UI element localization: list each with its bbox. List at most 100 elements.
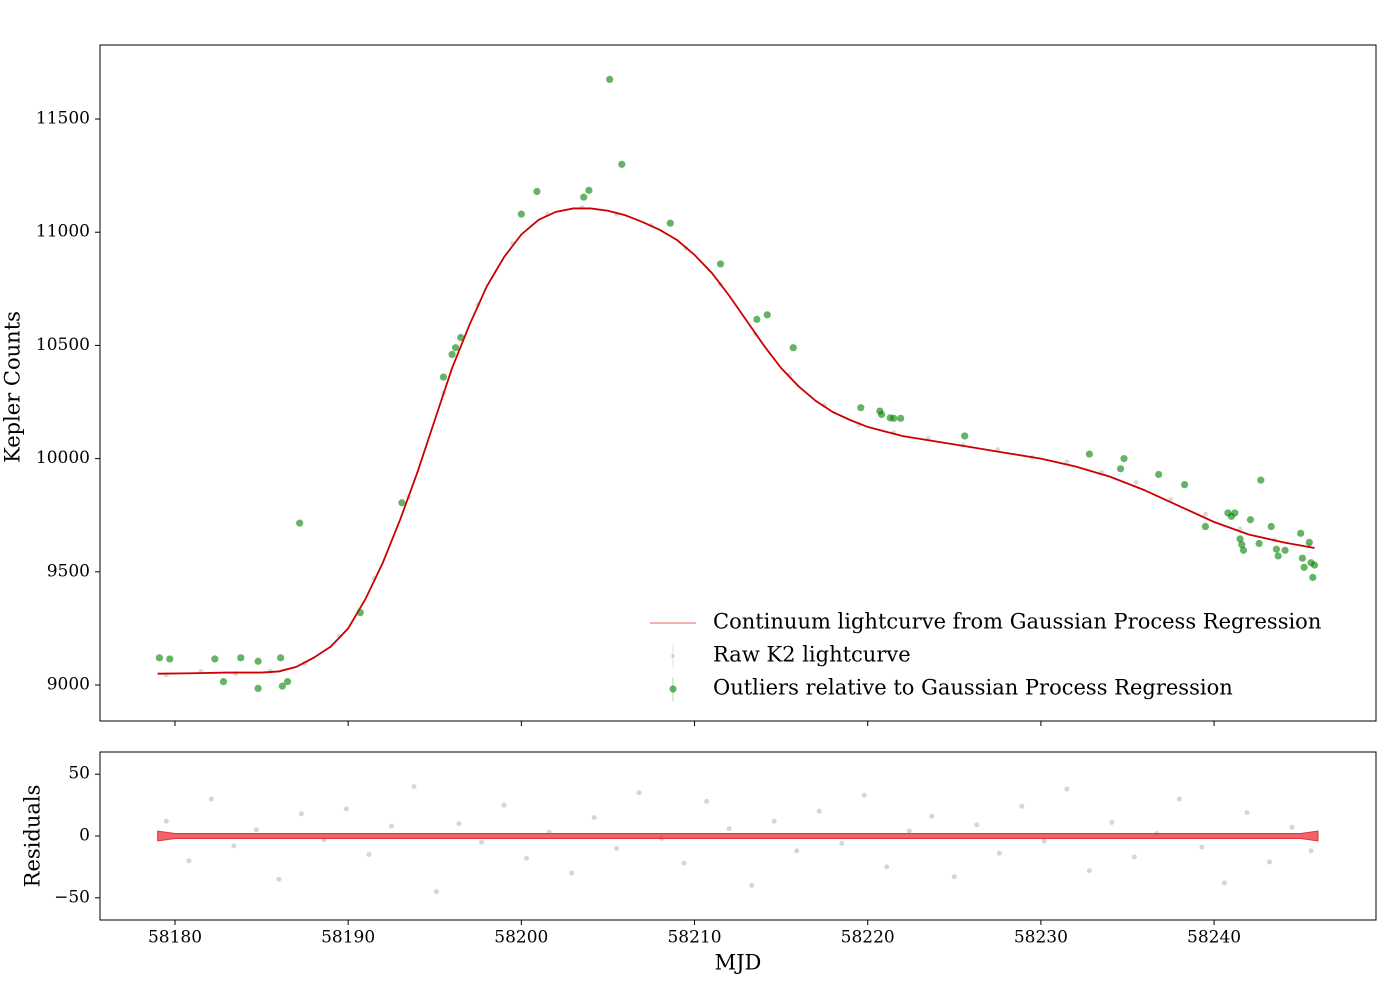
- x-tick-label: 58190: [321, 928, 375, 948]
- outlier-point: [254, 657, 262, 665]
- residual-point: [479, 839, 485, 845]
- outlier-point: [1238, 541, 1246, 549]
- residual-band: [157, 830, 1319, 842]
- outlier-point: [1085, 450, 1093, 458]
- legend-swatch: [669, 685, 677, 693]
- outlier-point: [448, 350, 456, 359]
- outlier-point: [457, 333, 465, 342]
- residual-point: [794, 848, 800, 854]
- outlier-point: [1227, 512, 1235, 520]
- outlier-point: [277, 654, 285, 662]
- residual-point: [614, 845, 620, 851]
- residual-point: [388, 823, 394, 829]
- plot-area: [155, 75, 1319, 692]
- outlier-point: [1305, 538, 1313, 546]
- residual-point: [253, 827, 259, 833]
- residual-point: [1308, 848, 1314, 854]
- residual-point: [501, 802, 507, 808]
- outlier-point: [1120, 455, 1128, 463]
- legend-label: Raw K2 lightcurve: [713, 643, 911, 667]
- residual-point: [726, 826, 732, 832]
- y-axis-label: Kepler Counts: [1, 311, 25, 463]
- y-tick-label: 11500: [36, 109, 90, 129]
- outlier-point: [1297, 529, 1305, 537]
- residual-point: [456, 821, 462, 827]
- x-tick-label: 58220: [841, 928, 895, 948]
- y-axis-label: Residuals: [21, 785, 45, 888]
- x-tick-label: 58240: [1187, 928, 1241, 948]
- outlier-point: [1236, 535, 1244, 543]
- axes-frame: [99, 751, 1377, 921]
- outlier-point: [1257, 476, 1265, 484]
- y-tick-label: 9500: [47, 561, 90, 581]
- outlier-point: [585, 186, 593, 194]
- residual-point: [208, 796, 214, 802]
- residual-point: [1199, 844, 1205, 850]
- outlier-point: [166, 655, 174, 663]
- residual-point: [298, 811, 304, 817]
- residual-point: [704, 798, 710, 804]
- residual-point: [951, 874, 957, 880]
- residual-point: [861, 792, 867, 798]
- outlier-point: [1246, 516, 1255, 524]
- y-tick-label: 10000: [36, 448, 90, 468]
- residual-point: [524, 855, 530, 861]
- residual-point: [1221, 880, 1227, 886]
- residual-point: [1064, 786, 1070, 792]
- residual-point: [749, 882, 755, 888]
- y-tick-label: 11000: [36, 222, 90, 242]
- continuum-line: [157, 207, 1315, 675]
- x-tick-label: 58200: [494, 928, 548, 948]
- legend-label: Outliers relative to Gaussian Process Re…: [713, 676, 1233, 700]
- legend-swatch: [671, 654, 675, 658]
- residual-point: [681, 860, 687, 866]
- outlier-point: [211, 655, 219, 663]
- residual-point: [163, 818, 169, 824]
- outlier-point: [753, 315, 761, 323]
- residual-point: [839, 840, 845, 846]
- outlier-point: [1272, 545, 1281, 553]
- outlier-point: [763, 311, 771, 319]
- outlier-point: [1181, 481, 1189, 489]
- y-tick-label: −50: [54, 887, 90, 907]
- outlier-point: [1281, 546, 1289, 554]
- residual-point: [771, 818, 777, 824]
- residual-point: [276, 876, 282, 882]
- residual-point: [1289, 824, 1295, 830]
- residual-point: [1109, 819, 1115, 825]
- legend-label: Continuum lightcurve from Gaussian Proce…: [713, 610, 1321, 634]
- outlier-point: [1155, 470, 1163, 479]
- outlier-point: [716, 260, 725, 268]
- plot-area: [157, 784, 1319, 895]
- outlier-point: [356, 608, 364, 617]
- residual-point: [884, 864, 890, 870]
- y-tick-label: 10500: [36, 335, 90, 355]
- outlier-point: [219, 678, 228, 686]
- outlier-point: [237, 654, 245, 662]
- outlier-point: [1309, 573, 1317, 582]
- outlier-point: [296, 519, 304, 527]
- outlier-point: [439, 373, 448, 381]
- outlier-point: [857, 404, 865, 412]
- residual-point: [996, 850, 1002, 856]
- outlier-point: [666, 219, 674, 227]
- outlier-point: [789, 344, 797, 352]
- y-tick-label: 9000: [47, 675, 90, 695]
- outlier-point: [278, 682, 286, 690]
- outlier-point: [1310, 561, 1319, 569]
- outlier-point: [618, 160, 626, 168]
- outlier-point: [451, 344, 460, 352]
- x-tick-label: 58210: [667, 928, 721, 948]
- residual-point: [343, 806, 349, 812]
- residual-point: [411, 784, 417, 790]
- outlier-point: [1239, 546, 1248, 554]
- x-tick-label: 58230: [1014, 928, 1068, 948]
- residual-point: [816, 808, 822, 814]
- outlier-point: [606, 75, 614, 84]
- residual-point: [1041, 838, 1047, 844]
- residual-point: [1131, 854, 1137, 860]
- outlier-point: [1201, 522, 1210, 531]
- outlier-point: [1298, 554, 1306, 562]
